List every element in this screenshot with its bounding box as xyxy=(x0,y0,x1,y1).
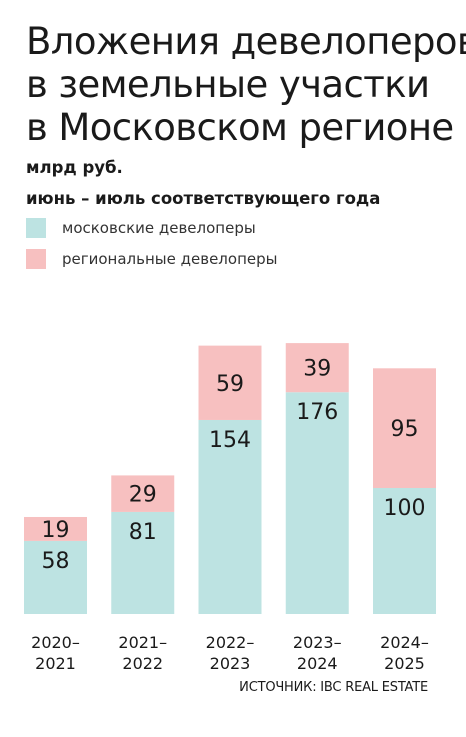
legend-swatch-moscow xyxy=(26,218,46,238)
bar-moscow xyxy=(198,419,262,614)
data-label-moscow: 100 xyxy=(384,496,426,521)
bar-regional xyxy=(198,345,262,420)
x-tick-label: 2024– xyxy=(380,633,429,652)
data-label-moscow: 58 xyxy=(42,549,70,574)
chart-title-line: в Московском регионе xyxy=(26,106,454,149)
bar-moscow xyxy=(285,392,349,614)
chart-title: Вложения девелоперов в земельные участки… xyxy=(26,20,466,149)
chart-legend: московские девелоперы региональные девел… xyxy=(26,214,277,276)
x-tick-label: 2023– xyxy=(293,633,342,652)
bar-regional xyxy=(111,475,175,512)
bar-moscow xyxy=(111,511,175,614)
bar-regional xyxy=(373,368,436,488)
x-tick-label: 2021 xyxy=(35,654,76,673)
data-label-regional: 29 xyxy=(129,483,157,508)
data-label-regional: 39 xyxy=(303,357,331,382)
x-tick-label: 2020– xyxy=(31,633,80,652)
data-label-regional: 59 xyxy=(216,372,244,397)
data-label-moscow: 176 xyxy=(296,400,338,425)
bar-regional xyxy=(24,516,87,541)
bar-regional xyxy=(285,343,349,393)
x-tick-label: 2021– xyxy=(118,633,167,652)
x-tick-label: 2024 xyxy=(297,654,338,673)
bar-moscow xyxy=(24,540,87,614)
x-tick-label: 2025 xyxy=(384,654,425,673)
chart-subtitle: млрд руб. июнь – июль соответствующего г… xyxy=(26,152,380,214)
legend-label-regional: региональные девелоперы xyxy=(62,250,278,268)
data-label-regional: 95 xyxy=(391,417,419,442)
units-label: млрд руб. xyxy=(26,158,123,177)
chart-title-line: в земельные участки xyxy=(26,63,430,106)
x-tick-label: 2023 xyxy=(210,654,251,673)
data-label-regional: 19 xyxy=(42,518,70,543)
data-label-moscow: 154 xyxy=(209,428,251,453)
bar-moscow xyxy=(373,488,436,614)
source-note: ИСТОЧНИК: IBC REAL ESTATE xyxy=(239,680,428,695)
period-label: июнь – июль соответствующего года xyxy=(26,189,381,208)
x-tick-label: 2022– xyxy=(206,633,255,652)
x-tick-label: 2022 xyxy=(122,654,163,673)
stacked-bar-chart: 58 19 2020– 2021 81 29 2021– 2022 154 59 2022– 2023… xyxy=(24,343,436,673)
legend-label-moscow: московские девелоперы xyxy=(62,219,256,237)
legend-swatch-regional xyxy=(26,249,46,269)
legend-entry-moscow: московские девелоперы xyxy=(26,214,277,242)
legend-entry-regional: региональные девелоперы xyxy=(26,245,277,273)
chart-title-line: Вложения девелоперов xyxy=(26,20,466,63)
data-label-moscow: 81 xyxy=(129,520,157,545)
